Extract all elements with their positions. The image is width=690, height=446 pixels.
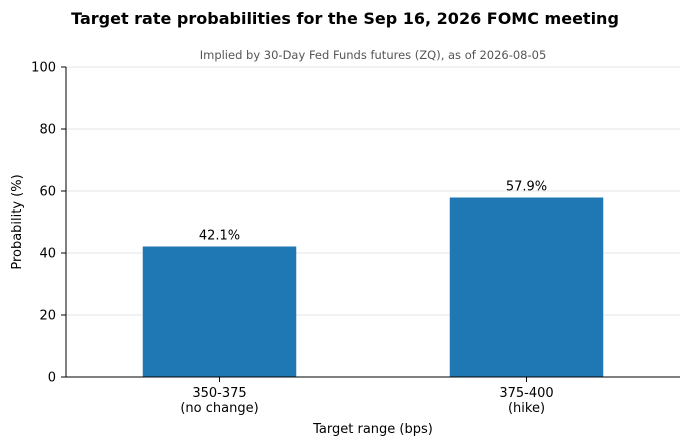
y-tick-label: 40 [39, 247, 56, 262]
data-labels: 42.1% 57.9% [199, 180, 547, 244]
y-tick-label: 60 [39, 185, 56, 200]
x-tick-label: (hike) [508, 401, 545, 416]
y-tick-label: 0 [48, 371, 56, 386]
chart-subtitle: Implied by 30-Day Fed Funds futures (ZQ)… [200, 48, 547, 62]
y-tick-label: 100 [31, 61, 56, 76]
bar [142, 246, 297, 377]
data-label: 57.9% [506, 180, 547, 195]
axes [65, 67, 680, 378]
y-ticks: 0 20 40 60 80 100 [31, 61, 66, 386]
x-axis-label: Target range (bps) [312, 422, 433, 437]
bars [142, 197, 604, 377]
x-tick-label: 375-400 [499, 386, 553, 401]
chart-title: Target rate probabilities for the Sep 16… [71, 9, 619, 28]
y-tick-label: 80 [39, 123, 56, 138]
x-tick-label: (no change) [180, 401, 258, 416]
y-axis-label: Probability (%) [10, 174, 25, 269]
bar [449, 197, 604, 377]
x-tick-label: 350-375 [192, 386, 246, 401]
x-ticks: 350-375(no change) 375-400(hike) [180, 377, 554, 416]
data-label: 42.1% [199, 228, 240, 243]
y-tick-label: 20 [39, 309, 56, 324]
